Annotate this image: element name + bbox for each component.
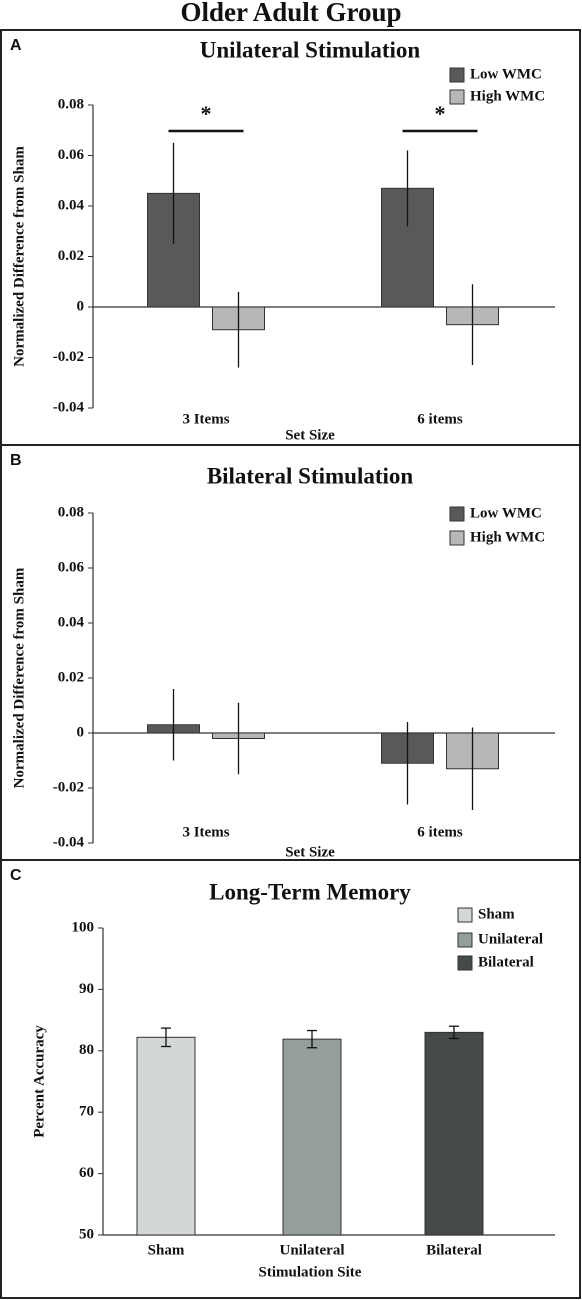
x-tick-label: 3 Items bbox=[182, 824, 229, 840]
chart-title: Long-Term Memory bbox=[209, 879, 411, 904]
y-tick-label: 0.02 bbox=[58, 248, 84, 264]
x-tick-label: Bilateral bbox=[426, 1242, 482, 1258]
x-axis-title: Stimulation Site bbox=[259, 1264, 362, 1280]
y-tick-label: 0 bbox=[77, 724, 85, 740]
y-tick-label: 60 bbox=[79, 1165, 94, 1181]
legend-label: Low WMC bbox=[470, 66, 542, 82]
panel-label: A bbox=[10, 37, 22, 54]
legend-swatch bbox=[449, 89, 465, 105]
legend-label: High WMC bbox=[470, 529, 545, 545]
y-axis-title: Normalized Difference from Sham bbox=[11, 567, 27, 788]
legend-label: Low WMC bbox=[470, 505, 542, 521]
y-tick-label: 50 bbox=[79, 1226, 94, 1242]
x-axis-title: Set Size bbox=[285, 427, 335, 443]
y-tick-label: -0.04 bbox=[53, 399, 85, 415]
y-tick-label: 0.08 bbox=[58, 504, 84, 520]
figure-title: Older Adult Group bbox=[180, 0, 401, 27]
y-tick-label: 80 bbox=[79, 1042, 94, 1058]
panel-label: C bbox=[10, 867, 22, 884]
legend-label: Sham bbox=[478, 906, 515, 922]
chart-title: Bilateral Stimulation bbox=[207, 463, 414, 488]
y-tick-label: 0.06 bbox=[58, 147, 85, 163]
significance-marker: * bbox=[435, 101, 446, 126]
panel-label: B bbox=[10, 452, 22, 469]
legend-label: Unilateral bbox=[478, 931, 543, 947]
bar bbox=[282, 1038, 342, 1236]
y-tick-label: 0.08 bbox=[58, 96, 84, 112]
legend-swatch bbox=[449, 506, 465, 522]
legend-swatch bbox=[457, 955, 473, 971]
legend-swatch bbox=[457, 907, 473, 923]
legend-swatch bbox=[449, 67, 465, 83]
x-tick-label: 3 Items bbox=[182, 411, 229, 427]
legend-label: High WMC bbox=[470, 88, 545, 104]
y-tick-label: -0.02 bbox=[53, 779, 84, 795]
y-tick-label: 90 bbox=[79, 981, 94, 997]
legend-swatch bbox=[449, 530, 465, 546]
bar bbox=[136, 1036, 196, 1236]
bar bbox=[147, 192, 200, 308]
bar bbox=[424, 1031, 484, 1236]
legend-label: Bilateral bbox=[478, 954, 534, 970]
y-tick-label: 0.02 bbox=[58, 669, 84, 685]
panel-border bbox=[0, 859, 581, 1299]
x-tick-label: Unilateral bbox=[280, 1242, 345, 1258]
x-tick-label: Sham bbox=[148, 1242, 185, 1258]
y-tick-label: 100 bbox=[72, 919, 95, 935]
legend-swatch bbox=[457, 932, 473, 948]
y-tick-label: 0.06 bbox=[58, 559, 85, 575]
y-tick-label: 0 bbox=[77, 298, 85, 314]
y-tick-label: 0.04 bbox=[58, 614, 85, 630]
significance-marker: * bbox=[201, 101, 212, 126]
y-tick-label: -0.04 bbox=[53, 834, 85, 850]
x-axis-title: Set Size bbox=[285, 844, 335, 860]
y-axis-title: Percent Accuracy bbox=[31, 1025, 47, 1138]
y-tick-label: 0.04 bbox=[58, 197, 85, 213]
y-axis-title: Normalized Difference from Sham bbox=[11, 146, 27, 367]
y-tick-label: -0.02 bbox=[53, 349, 84, 365]
x-tick-label: 6 items bbox=[417, 411, 463, 427]
chart-title: Unilateral Stimulation bbox=[200, 37, 421, 62]
x-tick-label: 6 items bbox=[417, 824, 463, 840]
y-tick-label: 70 bbox=[79, 1104, 94, 1120]
